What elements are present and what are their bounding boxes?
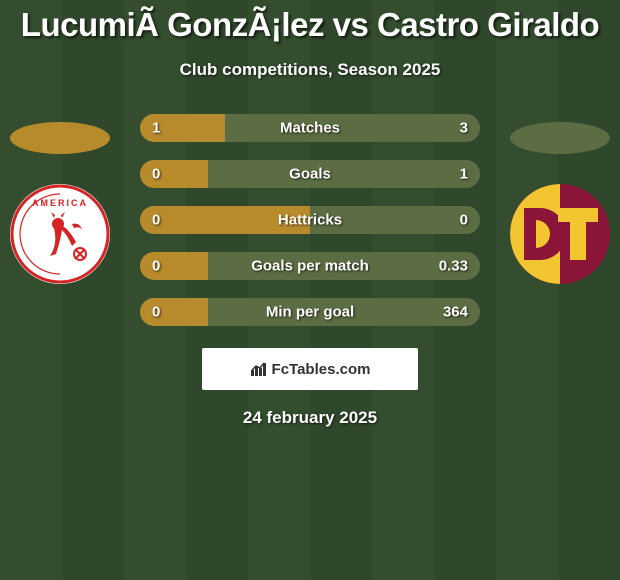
stat-bar-right (208, 160, 480, 188)
club-right-badge (510, 184, 610, 284)
player-left-wrap: AMERICA (10, 122, 110, 284)
date-text: 24 february 2025 (0, 408, 620, 428)
club-right-icon (510, 184, 610, 284)
brand-badge: FcTables.com (202, 348, 418, 390)
stat-value-right: 3 (460, 120, 468, 137)
stat-label: Min per goal (266, 304, 354, 321)
content-wrap: LucumiÃ­ GonzÃ¡lez vs Castro Giraldo Clu… (0, 0, 620, 428)
stat-bar-left (140, 252, 208, 280)
stat-value-right: 0 (460, 212, 468, 229)
player-right-oval (510, 122, 610, 154)
subtitle: Club competitions, Season 2025 (0, 60, 620, 80)
club-left-icon: AMERICA (10, 184, 110, 284)
stat-row: 0 0.33 Goals per match (140, 252, 480, 280)
stat-row: 0 0 Hattricks (140, 206, 480, 234)
stat-row: 1 3 Matches (140, 114, 480, 142)
stat-value-right: 1 (460, 166, 468, 183)
stat-row: 0 1 Goals (140, 160, 480, 188)
brand-text: FcTables.com (272, 361, 371, 378)
stat-bar-left (140, 298, 208, 326)
stat-label: Matches (280, 120, 340, 137)
club-left-badge: AMERICA (10, 184, 110, 284)
stat-value-left: 0 (152, 212, 160, 229)
stat-label: Goals per match (251, 258, 369, 275)
svg-text:AMERICA: AMERICA (32, 198, 88, 208)
player-left-oval (10, 122, 110, 154)
page-title: LucumiÃ­ GonzÃ¡lez vs Castro Giraldo (0, 0, 620, 44)
chart-bars-icon (250, 360, 268, 378)
stat-value-right: 364 (443, 304, 468, 321)
stat-value-left: 0 (152, 166, 160, 183)
stat-value-left: 0 (152, 258, 160, 275)
player-right-wrap (510, 122, 610, 284)
stat-value-left: 0 (152, 304, 160, 321)
stat-label: Hattricks (278, 212, 342, 229)
stat-label: Goals (289, 166, 331, 183)
stat-value-left: 1 (152, 120, 160, 137)
stat-bar-left (140, 160, 208, 188)
stat-row: 0 364 Min per goal (140, 298, 480, 326)
stat-value-right: 0.33 (439, 258, 468, 275)
stat-bar-right (225, 114, 480, 142)
